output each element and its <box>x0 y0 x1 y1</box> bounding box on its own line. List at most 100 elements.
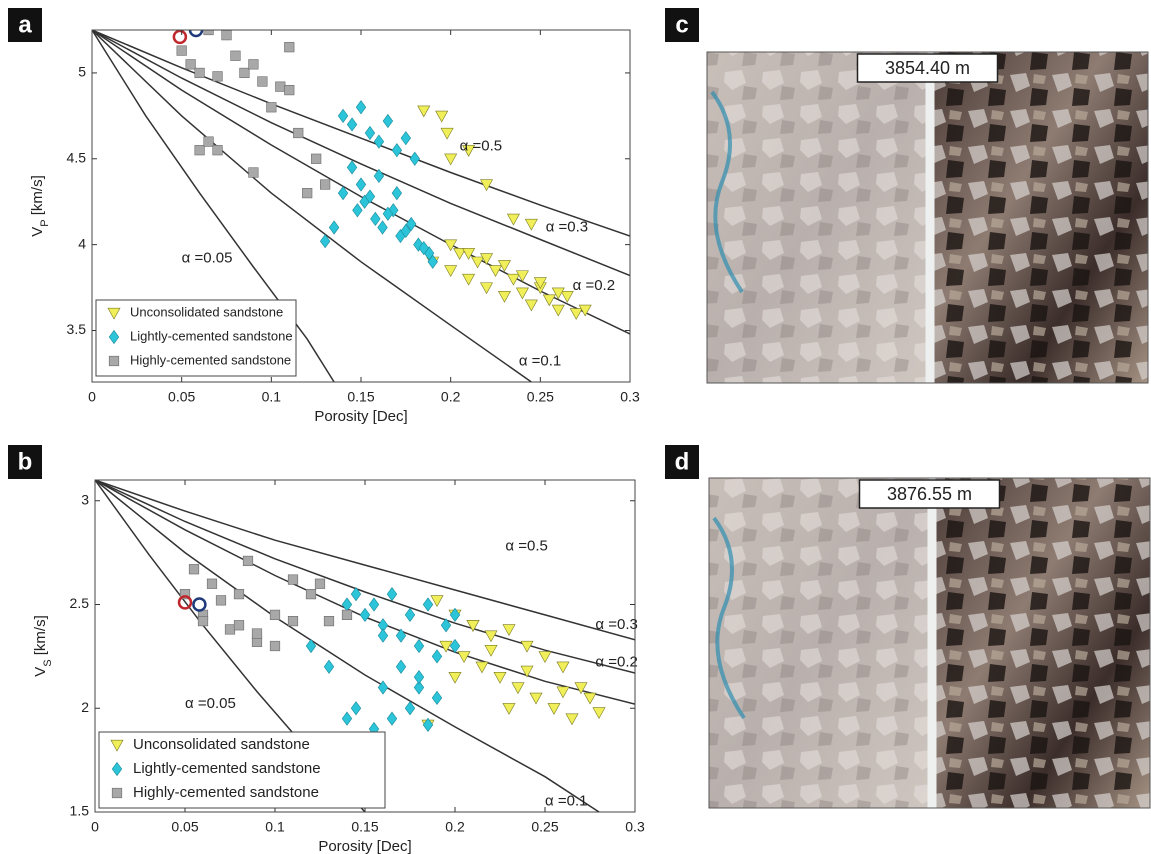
marker-square <box>177 46 187 56</box>
y-tick-label: 1.5 <box>70 803 90 819</box>
x-tick-label: 0.25 <box>527 389 554 405</box>
legend-label: Unconsolidated sandstone <box>133 736 310 753</box>
y-axis-label-part: [km/s] <box>29 175 46 219</box>
x-tick-label: 0.3 <box>620 389 640 405</box>
y-axis-label: VP [km/s] <box>29 175 51 237</box>
y-tick-label: 4.5 <box>67 149 87 165</box>
legend-marker <box>112 788 122 798</box>
marker-square <box>306 589 316 599</box>
curve-label: α =0.05 <box>185 695 236 712</box>
panel-letter: c <box>675 11 688 38</box>
y-tick-label: 4 <box>78 235 86 251</box>
curve-label: α =0.5 <box>460 138 502 155</box>
y-axis-label-part: V <box>29 227 46 237</box>
curve-label: α =0.2 <box>595 654 637 671</box>
marker-square <box>222 30 232 40</box>
curve-label: α =0.5 <box>505 537 547 554</box>
marker-square <box>216 596 226 606</box>
curve-label: α =0.05 <box>182 249 233 266</box>
marker-square <box>213 72 223 82</box>
legend-label: Lightly-cemented sandstone <box>130 328 293 343</box>
x-tick-label: 0.25 <box>531 819 558 835</box>
x-tick-label: 0.05 <box>171 819 198 835</box>
photo-divider <box>926 82 935 383</box>
y-axis-label-part: P <box>39 219 51 226</box>
marker-square <box>324 616 334 626</box>
marker-square <box>311 154 321 164</box>
x-axis-label: Porosity [Dec] <box>314 408 407 425</box>
x-tick-label: 0.3 <box>625 819 645 835</box>
photo-xpl-grains <box>934 52 1149 383</box>
marker-square <box>252 629 262 639</box>
marker-square <box>342 610 352 620</box>
y-tick-label: 2 <box>81 699 89 715</box>
y-tick-label: 3 <box>81 491 89 507</box>
marker-square <box>249 168 259 178</box>
x-tick-label: 0 <box>88 389 96 405</box>
marker-square <box>284 42 294 52</box>
marker-square <box>204 137 214 147</box>
marker-square <box>258 77 268 87</box>
panel-letter: d <box>675 448 690 475</box>
marker-square <box>213 145 223 155</box>
marker-square <box>234 620 244 630</box>
chart: 0 0.05 0.1 0.15 0.2 0.25 0.3 1.5 2 2.5 3 α =0.5 α =0… <box>32 480 645 854</box>
x-tick-label: 0.2 <box>441 389 461 405</box>
panel-letter: a <box>18 11 32 38</box>
marker-square <box>288 575 298 585</box>
y-axis-label-part: [km/s] <box>32 615 49 659</box>
legend-label: Lightly-cemented sandstone <box>133 760 321 777</box>
marker-square <box>302 188 312 198</box>
marker-square <box>234 589 244 599</box>
marker-square <box>284 85 294 95</box>
marker-square <box>270 641 280 651</box>
marker-square <box>276 82 286 92</box>
curve-label: α =0.1 <box>519 352 561 369</box>
panel-letter: b <box>18 448 33 475</box>
marker-square <box>195 145 205 155</box>
marker-square <box>189 564 199 574</box>
marker-square <box>320 180 330 190</box>
marker-square <box>293 128 303 138</box>
curve-label: α =0.3 <box>595 616 637 633</box>
y-axis-label-part: V <box>32 667 49 677</box>
y-axis-label-part: S <box>42 659 54 666</box>
marker-square <box>249 60 259 70</box>
y-tick-label: 3.5 <box>67 321 87 337</box>
x-tick-label: 0.15 <box>347 389 374 405</box>
depth-label: 3876.55 m <box>887 484 972 504</box>
photo-ppl-grains <box>707 52 928 383</box>
legend-label: Highly-cemented sandstone <box>130 352 291 367</box>
x-tick-label: 0.2 <box>445 819 465 835</box>
marker-square <box>225 625 235 635</box>
marker-square <box>243 556 253 566</box>
x-tick-label: 0 <box>91 819 99 835</box>
figure: abcd3854.40 m3876.55 m00.050.10.150.20.2… <box>0 0 1151 854</box>
marker-square <box>288 616 298 626</box>
photo-xpl-grains <box>936 478 1151 808</box>
photo-ppl-grains <box>709 478 930 808</box>
marker-square <box>186 60 196 70</box>
x-tick-label: 0.1 <box>262 389 282 405</box>
photo-divider <box>928 508 937 808</box>
y-tick-label: 2.5 <box>70 595 90 611</box>
curve-label: α =0.3 <box>546 218 588 235</box>
marker-square <box>315 579 325 589</box>
chart: 0 0.05 0.1 0.15 0.2 0.25 0.3 3.5 4 4.5 5 α =0.5 α =0… <box>29 24 640 425</box>
depth-label: 3854.40 m <box>885 58 970 78</box>
legend-marker <box>109 356 119 366</box>
marker-square <box>195 68 205 78</box>
curve-label: α =0.2 <box>573 277 615 294</box>
x-tick-label: 0.05 <box>168 389 195 405</box>
legend-label: Highly-cemented sandstone <box>133 784 319 801</box>
marker-square <box>270 610 280 620</box>
x-tick-label: 0.15 <box>351 819 378 835</box>
y-tick-label: 5 <box>78 64 86 80</box>
marker-square <box>198 616 208 626</box>
marker-square <box>207 579 217 589</box>
legend-label: Unconsolidated sandstone <box>130 304 283 319</box>
marker-square <box>231 51 241 61</box>
marker-square <box>267 102 277 112</box>
x-tick-label: 0.1 <box>265 819 285 835</box>
y-axis-label: VS [km/s] <box>32 615 54 677</box>
